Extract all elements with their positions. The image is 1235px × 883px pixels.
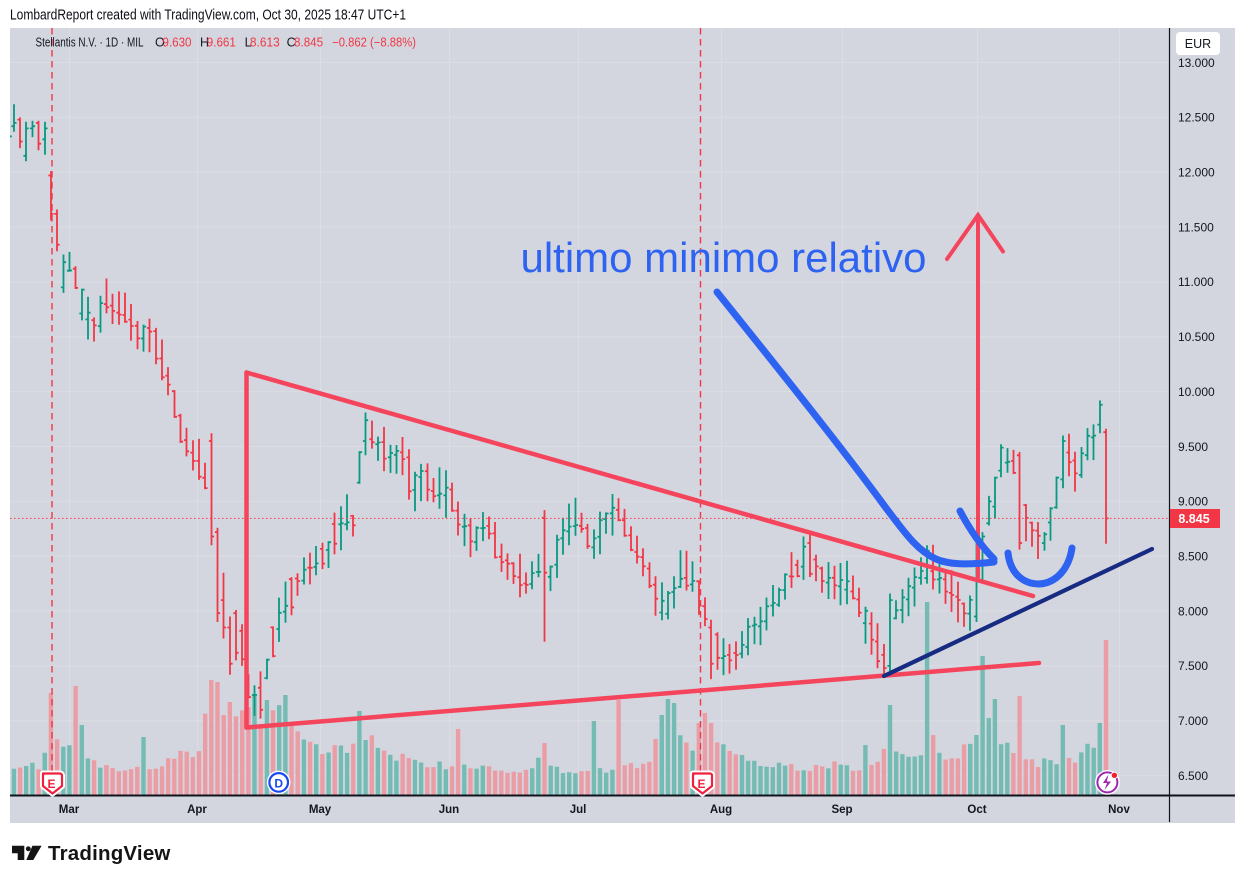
- svg-text:May: May: [309, 804, 332, 816]
- svg-text:L: L: [245, 35, 252, 49]
- svg-text:LombardReport created with Tra: LombardReport created with TradingView.c…: [10, 7, 406, 24]
- svg-text:11.000: 11.000: [1178, 275, 1214, 289]
- svg-text:12.500: 12.500: [1178, 111, 1215, 125]
- svg-text:Jul: Jul: [570, 804, 587, 816]
- svg-text:Nov: Nov: [1108, 804, 1130, 816]
- svg-text:8.613: 8.613: [250, 35, 280, 49]
- svg-text:EUR: EUR: [1185, 37, 1211, 51]
- svg-text:Sep: Sep: [831, 804, 852, 816]
- svg-text:E: E: [47, 777, 55, 791]
- svg-text:9.000: 9.000: [1178, 495, 1208, 509]
- svg-text:8.845: 8.845: [1178, 512, 1209, 526]
- svg-text:Jun: Jun: [439, 804, 459, 816]
- svg-text:ultimo minimo relativo: ultimo minimo relativo: [521, 234, 927, 281]
- svg-text:O: O: [155, 35, 165, 49]
- svg-text:10.000: 10.000: [1178, 385, 1215, 399]
- svg-text:C: C: [287, 35, 296, 49]
- svg-text:Aug: Aug: [710, 804, 732, 816]
- svg-text:Mar: Mar: [59, 804, 80, 816]
- svg-text:11.500: 11.500: [1178, 220, 1214, 234]
- svg-text:7.500: 7.500: [1178, 659, 1208, 673]
- svg-text:8.500: 8.500: [1178, 550, 1208, 564]
- svg-text:9.661: 9.661: [207, 35, 236, 49]
- svg-text:H: H: [200, 35, 209, 49]
- svg-text:9.630: 9.630: [163, 35, 192, 49]
- svg-text:7.000: 7.000: [1178, 714, 1208, 728]
- svg-text:12.000: 12.000: [1178, 166, 1215, 180]
- svg-text:9.500: 9.500: [1178, 440, 1208, 454]
- svg-text:13.000: 13.000: [1178, 56, 1215, 70]
- svg-text:Oct: Oct: [967, 804, 986, 816]
- svg-text:D: D: [274, 776, 283, 790]
- svg-text:E: E: [697, 777, 705, 791]
- svg-text:Stellantis N.V. · 1D · MIL: Stellantis N.V. · 1D · MIL: [36, 35, 144, 49]
- svg-text:8.000: 8.000: [1178, 604, 1208, 618]
- svg-text:−0.862 (−8.88%): −0.862 (−8.88%): [332, 35, 416, 49]
- svg-text:8.845: 8.845: [294, 35, 323, 49]
- svg-text:6.500: 6.500: [1178, 769, 1208, 783]
- svg-text:TradingView: TradingView: [48, 842, 171, 865]
- svg-text:Apr: Apr: [187, 804, 207, 816]
- svg-text:10.500: 10.500: [1178, 330, 1215, 344]
